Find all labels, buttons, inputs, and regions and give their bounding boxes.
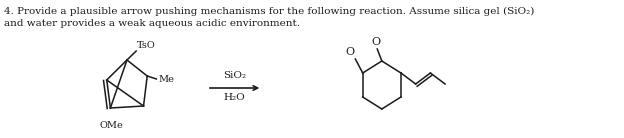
Text: H₂O: H₂O (224, 93, 245, 102)
Text: O: O (372, 37, 381, 47)
Text: TsO: TsO (137, 41, 156, 50)
Text: O: O (345, 47, 354, 57)
Text: and water provides a weak aqueous acidic environment.: and water provides a weak aqueous acidic… (4, 19, 300, 28)
Text: 4. Provide a plausible arrow pushing mechanisms for the following reaction. Assu: 4. Provide a plausible arrow pushing mec… (4, 7, 534, 16)
Text: SiO₂: SiO₂ (223, 71, 246, 80)
Text: Me: Me (158, 75, 174, 84)
Text: OMe: OMe (99, 121, 123, 130)
